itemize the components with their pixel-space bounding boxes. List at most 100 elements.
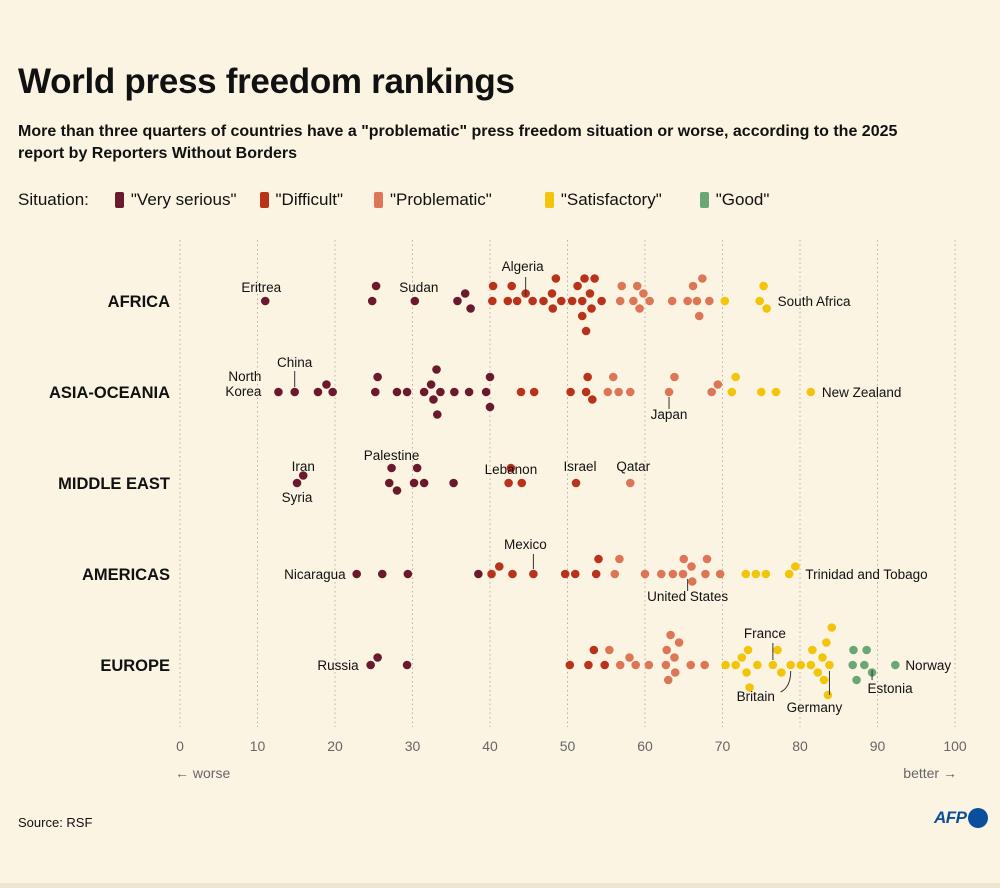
data-point	[567, 296, 577, 306]
country-label: Lebanon	[485, 462, 538, 477]
tick-label: 40	[482, 738, 498, 754]
country-label: Norway	[905, 658, 951, 673]
legend-item-label: "Problematic"	[390, 190, 492, 209]
country-label: Qatar	[616, 459, 650, 474]
data-point	[644, 660, 654, 670]
country-label: North	[228, 369, 261, 384]
data-point	[678, 569, 688, 579]
data-point	[516, 387, 526, 397]
country-label: Nicaragua	[284, 567, 346, 582]
data-point	[583, 372, 592, 382]
legend-swatch	[259, 192, 269, 208]
data-point	[806, 660, 816, 670]
country-label: Estonia	[868, 681, 914, 696]
data-point	[412, 463, 422, 473]
data-point	[822, 638, 831, 647]
data-point	[827, 623, 837, 632]
data-point	[755, 296, 764, 306]
tick-label: 20	[327, 738, 343, 754]
data-point	[848, 660, 857, 670]
data-point	[720, 296, 730, 306]
data-point	[773, 645, 782, 655]
data-point	[488, 296, 497, 306]
chart-title: World press freedom rankings	[18, 62, 515, 101]
dot-plot: 0 10 20 30 40 50 60 70 80 90 100 ← worse better → AFR…	[49, 240, 967, 781]
region-label: MIDDLE EAST	[58, 475, 170, 493]
data-point	[403, 569, 413, 579]
data-point	[590, 274, 599, 283]
data-point	[664, 387, 674, 397]
data-point	[565, 660, 575, 670]
data-point	[410, 296, 420, 306]
data-point	[560, 569, 570, 579]
data-point	[591, 569, 601, 579]
data-point	[600, 660, 609, 670]
data-point	[688, 281, 698, 291]
data-point	[686, 660, 696, 670]
region-label: AFRICA	[108, 293, 170, 311]
data-point	[539, 296, 548, 306]
country-label: United States	[647, 589, 728, 604]
data-point	[791, 562, 800, 571]
country-label: Korea	[225, 384, 262, 399]
data-point	[566, 387, 575, 397]
source-note: Source: RSF	[18, 815, 93, 830]
data-point	[640, 569, 650, 579]
data-point	[548, 304, 558, 313]
data-point	[707, 387, 716, 397]
data-point	[741, 569, 751, 579]
data-point	[813, 668, 823, 677]
data-point	[823, 690, 833, 700]
data-point	[529, 569, 538, 579]
legend-swatch	[374, 192, 384, 208]
data-point	[474, 569, 483, 579]
chart-subtitle: More than three quarters of countries ha…	[18, 123, 898, 162]
data-point	[687, 577, 697, 586]
data-point	[786, 660, 795, 670]
data-point	[610, 569, 620, 579]
data-point	[387, 463, 396, 473]
data-point	[464, 387, 474, 397]
data-point	[584, 660, 593, 670]
data-point	[466, 304, 475, 313]
label-leader-line	[780, 670, 792, 693]
data-point	[625, 387, 635, 397]
legend-item-label: "Good"	[715, 190, 770, 209]
legend-item-label: "Satisfactory"	[560, 190, 662, 209]
data-point	[721, 660, 730, 670]
country-label: New Zealand	[822, 385, 902, 400]
logo-text: AFP	[934, 808, 967, 827]
data-point	[392, 387, 402, 397]
data-point	[759, 281, 768, 291]
country-label: Trinidad and Tobago	[805, 567, 927, 582]
data-point	[581, 387, 591, 397]
data-point	[503, 296, 513, 306]
data-point	[701, 569, 710, 579]
data-point	[517, 478, 527, 488]
data-point	[485, 372, 495, 382]
data-point	[529, 387, 539, 397]
legend-item-satisfactory: "Satisfactory"	[544, 190, 662, 210]
data-point	[860, 660, 869, 670]
data-point	[577, 296, 587, 306]
country-label: Syria	[282, 490, 313, 505]
data-point	[453, 296, 462, 306]
data-point	[796, 660, 806, 670]
tick-label: 100	[943, 738, 967, 754]
country-label: Germany	[787, 700, 843, 715]
data-point	[771, 387, 781, 397]
data-point	[366, 660, 375, 670]
country-label: Israel	[564, 459, 597, 474]
data-point	[419, 387, 429, 397]
data-point	[605, 645, 614, 655]
bottom-band	[0, 883, 1000, 888]
country-label: Algeria	[502, 259, 545, 274]
data-point	[587, 304, 596, 313]
axis-label-better: better →	[903, 765, 957, 781]
data-point	[260, 296, 270, 306]
data-point	[617, 281, 627, 291]
country-label: Britain	[737, 689, 775, 704]
data-point	[731, 372, 740, 382]
country-label: China	[277, 355, 313, 370]
country-label: Mexico	[504, 537, 547, 552]
